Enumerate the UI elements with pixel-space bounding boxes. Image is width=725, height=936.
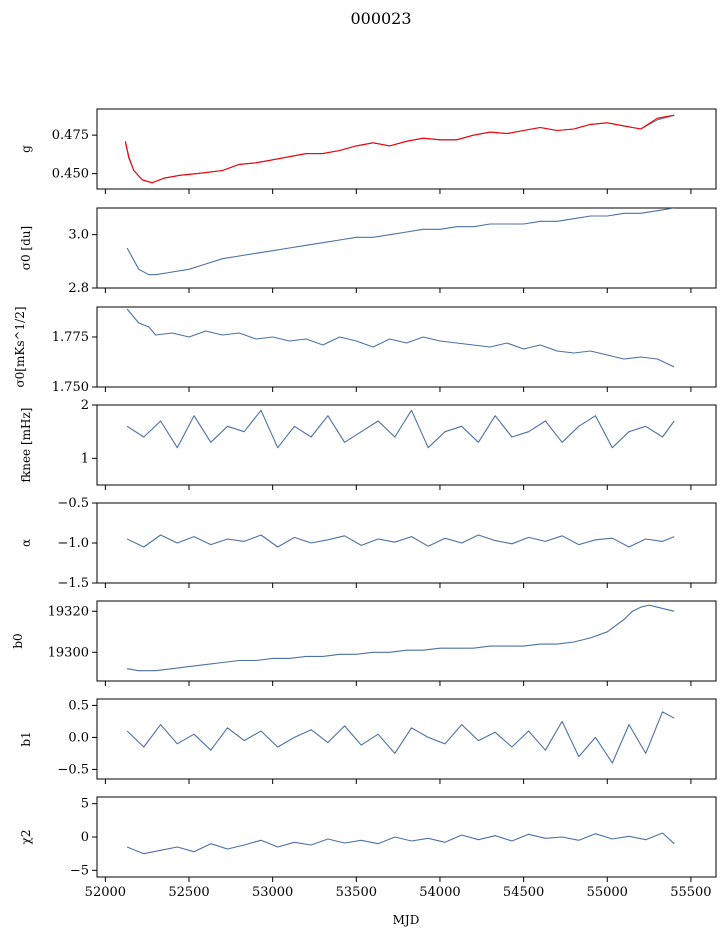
y-tick-label-3-0: 1: [81, 451, 89, 466]
series-line-0-1: [124, 114, 675, 184]
x-tick-label-7: 55500: [670, 885, 711, 900]
panel-frame-3: [96, 404, 717, 486]
y-axis-label-4: α: [19, 539, 33, 547]
x-tick-label-0: 52000: [85, 885, 126, 900]
panel-frame-6: [96, 698, 717, 780]
y-axis-label-2: σ0[mKs^1/2]: [13, 306, 27, 387]
panels: 0.450 0.475 g 2.8 3.0 σ0 [du] 1.750 1.775 σ0[mKs…: [11, 108, 717, 900]
series-line-1-0: [126, 208, 675, 276]
x-tick-label-4: 54000: [419, 885, 460, 900]
panel-frame-2: [96, 306, 717, 388]
y-tick-label-0-0: 0.450: [52, 167, 89, 182]
y-tick-label-4-1: −1.0: [57, 536, 89, 551]
panel-0: 0.450 0.475 g: [19, 108, 717, 194]
panel-1: 2.8 3.0 σ0 [du]: [19, 207, 717, 296]
y-tick-label-7-0: −5: [70, 863, 89, 878]
x-tick-label-2: 53000: [252, 885, 293, 900]
y-axis-label-1: σ0 [du]: [19, 226, 33, 270]
x-axis-label: MJD: [393, 913, 420, 927]
y-tick-label-7-1: 0: [81, 830, 89, 845]
panel-frame-5: [96, 600, 717, 682]
y-tick-label-2-1: 1.775: [52, 330, 89, 345]
y-axis-label-3: fknee [mHz]: [19, 408, 33, 483]
y-tick-label-2-0: 1.750: [52, 380, 89, 395]
y-tick-label-6-0: −0.5: [57, 762, 89, 777]
x-tick-label-5: 54500: [503, 885, 544, 900]
y-tick-label-1-1: 3.0: [68, 228, 89, 243]
panel-2: 1.750 1.775 σ0[mKs^1/2]: [13, 306, 717, 395]
y-tick-label-5-1: 19320: [48, 604, 89, 619]
series-line-5-0: [127, 604, 675, 672]
series-line-7-0: [126, 832, 675, 855]
y-tick-label-6-1: 0.0: [68, 730, 89, 745]
series-line-6-0: [126, 711, 675, 764]
series-line-3-0: [126, 409, 675, 449]
x-tick-label-1: 52500: [168, 885, 209, 900]
series-line-4-0: [126, 534, 675, 548]
figure-title: 000023: [350, 9, 411, 28]
y-axis-label-6: b1: [19, 731, 33, 746]
y-tick-label-0-1: 0.475: [52, 128, 89, 143]
y-tick-label-4-0: −1.5: [57, 576, 89, 591]
y-tick-label-5-0: 19300: [48, 645, 89, 660]
y-tick-label-1-0: 2.8: [68, 281, 89, 296]
x-tick-label-3: 53500: [336, 885, 377, 900]
panel-4: −1.5 −1.0 −0.5 α: [19, 496, 717, 591]
y-axis-label-5: b0: [11, 633, 25, 648]
series-line-2-0: [126, 308, 675, 368]
panel-frame-0: [96, 108, 717, 190]
panel-7: −5 0 5 52000 52500 53000 53500 54000 54500 55000 5…: [19, 796, 717, 900]
panel-frame-1: [96, 207, 717, 289]
x-tick-label-6: 55000: [587, 885, 628, 900]
panel-6: −0.5 0.0 0.5 b1: [19, 698, 717, 784]
panel-5: 19300 19320 b0: [11, 600, 717, 686]
y-tick-label-6-2: 0.5: [68, 698, 89, 713]
panel-frame-4: [96, 502, 717, 584]
y-axis-label-7: χ2: [19, 830, 33, 845]
y-axis-label-0: g: [19, 145, 33, 153]
y-tick-label-3-1: 2: [81, 398, 89, 413]
y-tick-label-7-2: 5: [81, 797, 89, 812]
panel-3: 1 2 fknee [mHz]: [19, 398, 717, 490]
y-tick-label-4-2: −0.5: [57, 496, 89, 511]
